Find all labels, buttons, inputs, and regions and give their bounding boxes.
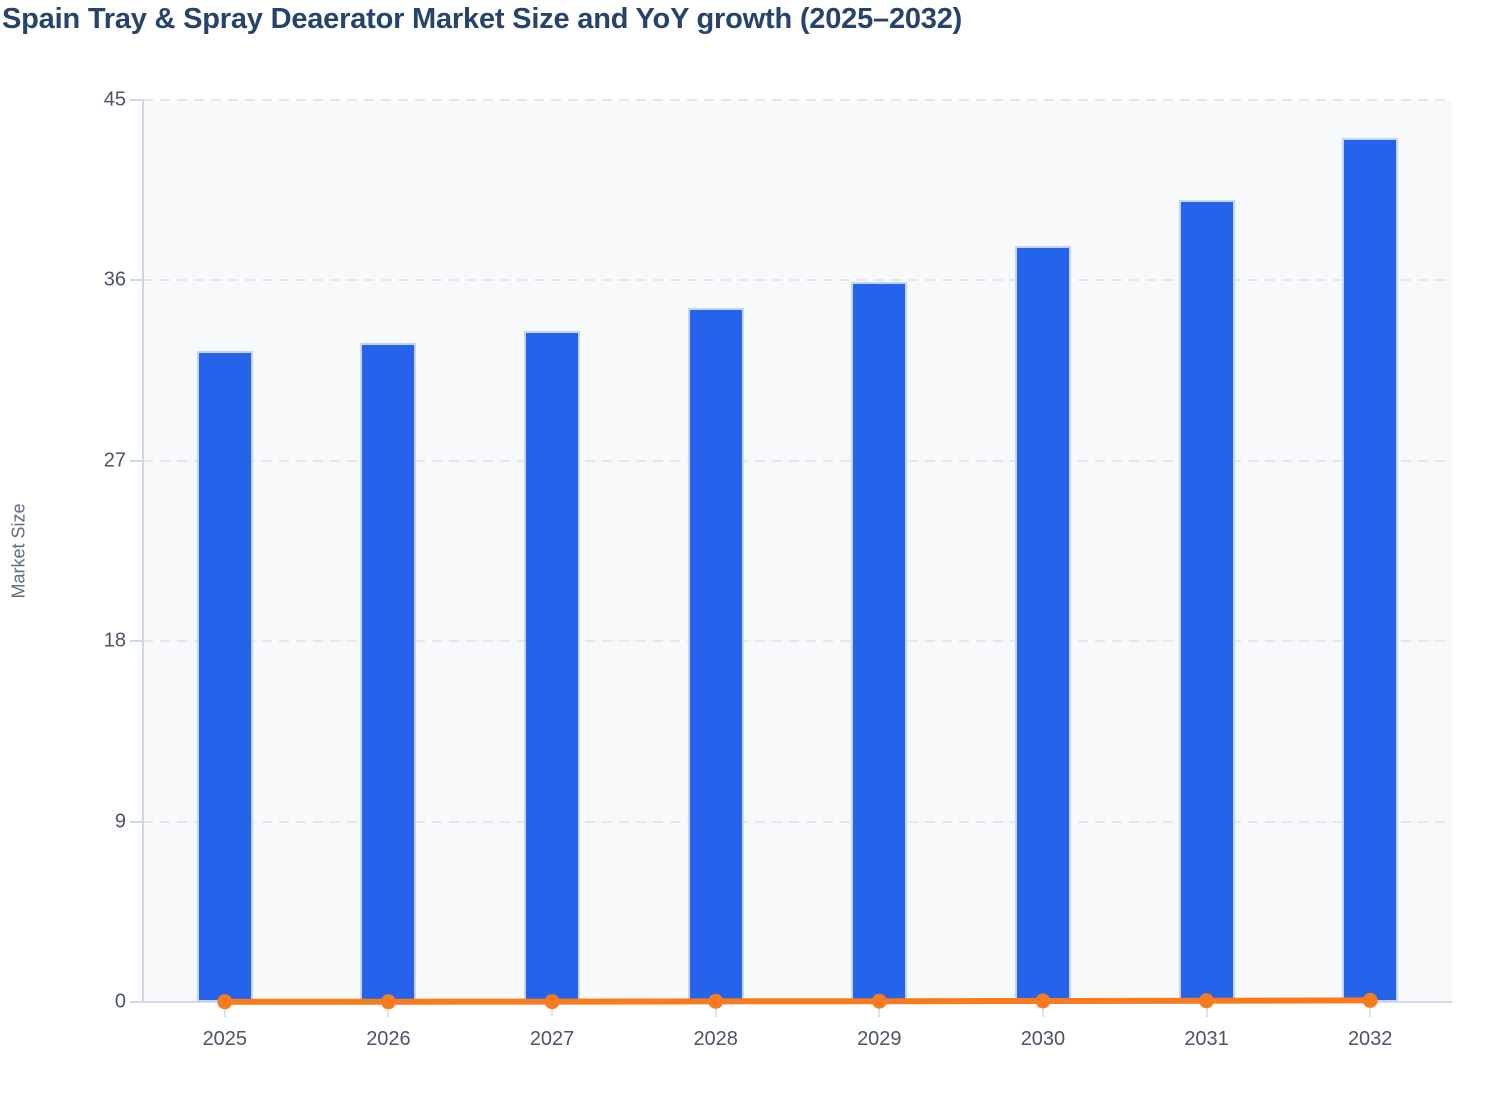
x-tick-2029	[878, 1003, 881, 1017]
x-tick-label: 2030	[1020, 1028, 1066, 1050]
bar-2025[interactable]	[196, 350, 253, 1002]
gridline-36	[143, 279, 1452, 282]
bar-2030[interactable]	[1014, 246, 1071, 1002]
y-tick-label: 27	[103, 449, 126, 472]
bar-2026[interactable]	[360, 342, 417, 1002]
y-tick-27	[130, 459, 143, 462]
x-tick-2030	[1041, 1003, 1044, 1017]
x-tick-2025	[223, 1003, 226, 1017]
x-tick-2032	[1369, 1003, 1372, 1017]
gridline-9	[143, 820, 1452, 823]
gridline-45	[143, 99, 1452, 101]
y-tick-label: 18	[103, 629, 126, 652]
line-marker-2031[interactable]	[1199, 993, 1215, 1009]
x-tick-2026	[387, 1003, 390, 1017]
y-axis-line	[142, 100, 144, 1002]
bar-2027[interactable]	[524, 330, 581, 1002]
y-tick-0	[130, 1001, 143, 1003]
y-tick-9	[130, 820, 143, 823]
x-tick-2027	[551, 1003, 554, 1017]
y-tick-18	[130, 640, 143, 643]
x-tick-label: 2029	[857, 1028, 902, 1050]
y-tick-label: 36	[103, 268, 126, 291]
line-marker-2025[interactable]	[217, 994, 233, 1010]
line-marker-2026[interactable]	[380, 994, 396, 1010]
bar-2031[interactable]	[1178, 200, 1235, 1002]
x-tick-label: 2025	[202, 1028, 248, 1050]
y-tick-label: 45	[103, 88, 126, 111]
bar-2032[interactable]	[1342, 138, 1399, 1002]
x-tick-label: 2032	[1347, 1028, 1393, 1050]
x-tick-label: 2026	[366, 1028, 411, 1050]
x-tick-2031	[1205, 1003, 1208, 1017]
line-marker-2028[interactable]	[708, 993, 724, 1009]
line-marker-2029[interactable]	[871, 993, 887, 1009]
line-marker-2030[interactable]	[1035, 993, 1051, 1009]
y-tick-45	[130, 99, 143, 101]
gridline-27	[143, 459, 1452, 462]
bar-2028[interactable]	[687, 308, 744, 1002]
gridline-18	[143, 640, 1452, 643]
y-tick-label: 9	[114, 810, 126, 833]
line-marker-2027[interactable]	[544, 994, 560, 1010]
line-marker-2032[interactable]	[1362, 992, 1378, 1008]
y-tick-36	[130, 279, 143, 282]
x-tick-label: 2028	[693, 1028, 738, 1050]
chart-title: Spain Tray & Spray Deaerator Market Size…	[2, 3, 963, 35]
y-tick-label: 0	[114, 990, 126, 1013]
x-tick-label: 2031	[1184, 1028, 1229, 1050]
x-tick-2028	[714, 1003, 717, 1017]
x-tick-label: 2027	[529, 1028, 575, 1050]
